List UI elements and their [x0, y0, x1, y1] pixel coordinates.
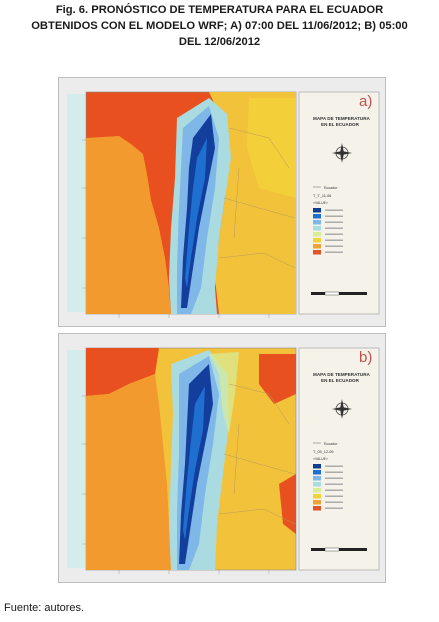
- map-title-line-1: MAPA DE TEMPERATURA: [313, 372, 371, 377]
- legend-swatch: [313, 220, 321, 225]
- legend-swatch: [313, 208, 321, 213]
- legend-swatch: [313, 232, 321, 237]
- legend-range-text: [325, 227, 343, 229]
- temperature-map-a: a) MAPA DE TEMPERATURA EN EL ECUADOR Ecu…: [58, 77, 386, 327]
- caption-line-1: Fig. 6. PRONÓSTICO DE TEMPERATURA PARA E…: [55, 4, 384, 16]
- legend-swatch: [313, 214, 321, 219]
- north-arrow-icon: [332, 399, 352, 419]
- map-title-line-2: EN EL ECUADOR: [321, 122, 360, 127]
- scale-bar: [311, 547, 367, 552]
- legend-range-text: [325, 501, 343, 503]
- figure-source: Fuente: autores.: [4, 602, 85, 614]
- legend-swatch: [313, 226, 321, 231]
- legend-range-text: [325, 215, 343, 217]
- legend-range-text: [325, 471, 343, 473]
- legend-swatch: [313, 494, 321, 499]
- legend-swatch: [313, 464, 321, 469]
- legend-range-text: [325, 465, 343, 467]
- ocean-top-region: [86, 348, 159, 396]
- legend-boundary-label: Ecuador: [324, 442, 338, 446]
- map-a-svg: a) MAPA DE TEMPERATURA EN EL ECUADOR Ecu…: [59, 78, 385, 326]
- figure-caption: Fig. 6. PRONÓSTICO DE TEMPERATURA PARA E…: [0, 2, 439, 50]
- legend-layer-label: T_05_12-06: [313, 450, 333, 454]
- legend-swatches: [313, 208, 343, 255]
- caption-line-2: OBTENIDOS CON EL MODELO WRF; A) 07:00 DE…: [31, 20, 408, 32]
- map-title-line-1: MAPA DE TEMPERATURA: [313, 116, 371, 121]
- legend-swatch: [313, 482, 321, 487]
- north-arrow-icon: [332, 143, 352, 163]
- panel-letter: b): [359, 349, 372, 366]
- legend-swatch: [313, 488, 321, 493]
- scale-bar: [311, 291, 367, 296]
- coastal-region: [86, 136, 171, 314]
- legend-value-label: <VALUE>: [313, 201, 328, 205]
- legend-range-text: [325, 233, 343, 235]
- legend-swatch: [313, 250, 321, 255]
- legend-range-text: [325, 477, 343, 479]
- legend-range-text: [325, 483, 343, 485]
- province-lines: [218, 127, 296, 269]
- left-margin-strip: [67, 350, 85, 568]
- legend-swatch: [313, 476, 321, 481]
- legend-swatch: [313, 244, 321, 249]
- legend-swatch: [313, 470, 321, 475]
- legend-swatch: [313, 500, 321, 505]
- temperature-map-b: b) MAPA DE TEMPERATURA EN EL ECUADOR Ecu…: [58, 333, 386, 583]
- legend-layer-label: T_T_11-06: [313, 194, 331, 198]
- map-b-svg: b) MAPA DE TEMPERATURA EN EL ECUADOR Ecu…: [59, 334, 385, 582]
- legend-swatch: [313, 506, 321, 511]
- legend-range-text: [325, 495, 343, 497]
- legend-range-text: [325, 251, 343, 253]
- legend-panel: [298, 347, 380, 571]
- map-title-line-2: EN EL ECUADOR: [321, 378, 360, 383]
- left-margin-strip: [67, 94, 85, 312]
- legend-range-text: [325, 245, 343, 247]
- andes-core: [185, 138, 207, 288]
- legend-swatches: [313, 464, 343, 511]
- legend-range-text: [325, 209, 343, 211]
- legend-range-text: [325, 221, 343, 223]
- andes-core: [183, 386, 205, 540]
- legend-panel: [298, 91, 380, 315]
- legend-value-label: <VALUE>: [313, 457, 328, 461]
- legend-boundary-label: Ecuador: [324, 186, 338, 190]
- panel-letter: a): [359, 93, 372, 110]
- legend-swatch: [313, 238, 321, 243]
- coastal-region: [86, 374, 171, 570]
- legend-range-text: [325, 489, 343, 491]
- province-lines: [218, 383, 296, 525]
- caption-line-3: DEL 12/06/2012: [178, 36, 261, 48]
- legend-range-text: [325, 239, 343, 241]
- legend-range-text: [325, 507, 343, 509]
